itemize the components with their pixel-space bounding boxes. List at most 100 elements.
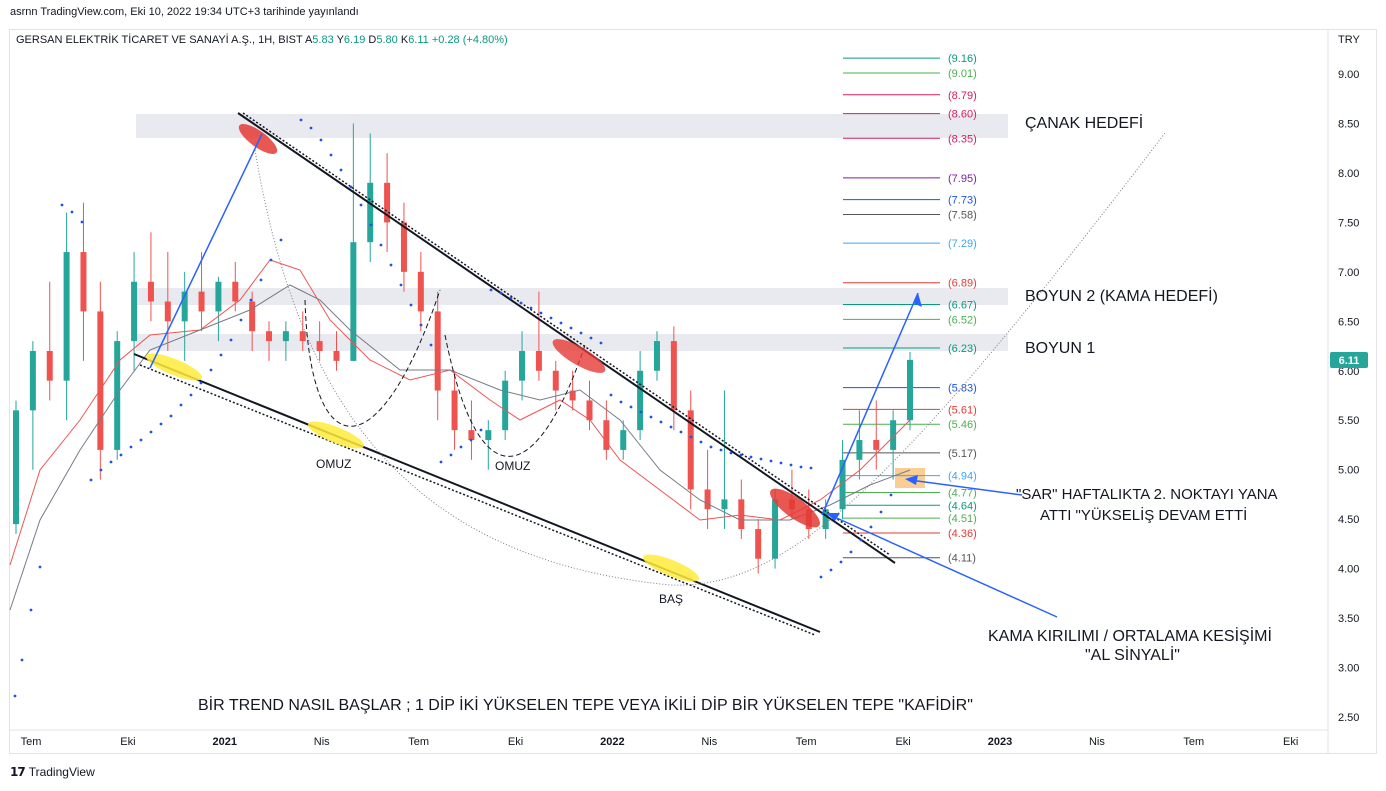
sar-dot xyxy=(469,438,473,442)
sar-dot xyxy=(399,283,403,287)
candle-body xyxy=(670,341,677,411)
ma-fast-line xyxy=(9,259,911,566)
sar-dot xyxy=(659,420,663,424)
candle-body xyxy=(164,301,171,322)
candle-body xyxy=(738,499,745,530)
kama-arrowhead xyxy=(826,513,840,521)
high-marker-2 xyxy=(552,339,606,373)
last-price-text: 6.11 xyxy=(1339,355,1360,367)
sar-dot xyxy=(789,463,793,467)
fib-level-label: (5.61) xyxy=(948,404,977,416)
fib-level-label: (6.23) xyxy=(948,343,977,355)
candle-body xyxy=(721,499,728,510)
sar-dot xyxy=(859,538,863,542)
sar-arrowhead xyxy=(905,475,918,485)
candle-body xyxy=(198,291,205,312)
breakout-marker xyxy=(770,488,820,528)
sar-dot xyxy=(359,203,363,207)
candle-body xyxy=(687,410,694,490)
price-tick-label: 2.50 xyxy=(1338,712,1359,724)
close-label: K xyxy=(400,34,409,46)
candle-body xyxy=(873,440,880,450)
sar-dot xyxy=(879,510,883,514)
candle-body xyxy=(350,242,357,361)
sar-dot xyxy=(279,238,283,242)
sar-dot xyxy=(889,493,893,497)
price-tick-label: 4.00 xyxy=(1338,564,1359,576)
sar-dot xyxy=(419,323,423,327)
low-marker-1 xyxy=(146,353,202,381)
candle-body xyxy=(46,350,53,381)
candle-body xyxy=(333,350,340,361)
sar-dot xyxy=(379,243,383,247)
sar-dot xyxy=(13,694,17,698)
sar-dot xyxy=(259,278,263,282)
low-marker-3 xyxy=(643,554,699,582)
low-value: 5.80 xyxy=(376,34,398,46)
canak-band xyxy=(136,114,1008,138)
tradingview-brand[interactable]: 𝟭𝟳 TradingView xyxy=(10,765,95,779)
candle-body xyxy=(907,359,913,421)
sar-dot xyxy=(189,393,193,397)
fib-level-label: (4.36) xyxy=(948,528,977,540)
sar-dot xyxy=(749,455,753,459)
sar-dot xyxy=(309,126,313,130)
price-tick-label: 5.50 xyxy=(1338,415,1359,427)
candle-body xyxy=(890,420,897,450)
kama-note-line1: KAMA KIRILIMI / ORTALAMA KESİŞİMİ xyxy=(988,626,1272,645)
time-tick-label: Tem xyxy=(1183,736,1204,748)
fib-level-label: (5.17) xyxy=(948,448,977,460)
bas-label: BAŞ xyxy=(659,592,683,606)
kama-arrow-line xyxy=(829,514,1058,618)
candle-body xyxy=(131,281,138,342)
fib-level-label: (7.73) xyxy=(948,195,977,207)
sar-dot xyxy=(429,343,433,347)
candle-body xyxy=(181,291,188,322)
sar-dot xyxy=(529,306,533,310)
sar-dot xyxy=(329,153,333,157)
candle-body xyxy=(232,281,239,302)
price-tick-label: 9.00 xyxy=(1338,69,1359,81)
sar-dot xyxy=(839,560,843,564)
sar-dot xyxy=(219,353,223,357)
sar-dot xyxy=(779,461,783,465)
boyun2-band xyxy=(136,288,1008,305)
fib-level-label: (4.11) xyxy=(948,553,976,565)
time-tick-label: Tem xyxy=(796,736,817,748)
time-tick-label: Eki xyxy=(120,736,135,748)
brand-name: TradingView xyxy=(28,765,95,779)
fib-level-label: (7.95) xyxy=(948,173,977,185)
sar-dot xyxy=(829,568,833,572)
canak-label: ÇANAK HEDEFİ xyxy=(1025,113,1143,132)
price-tick-label: 7.00 xyxy=(1338,267,1359,279)
candle-body xyxy=(97,311,104,450)
candle-body xyxy=(80,252,87,312)
sar-dot xyxy=(179,403,183,407)
currency-label[interactable]: TRY xyxy=(1338,34,1360,46)
fib-level-label: (4.77) xyxy=(948,487,977,499)
sar-dot xyxy=(439,460,443,464)
candle-body xyxy=(569,390,576,401)
candle-body xyxy=(249,301,256,332)
price-tick-label: 7.50 xyxy=(1338,217,1359,229)
candle-body xyxy=(417,271,424,312)
chart-frame[interactable] xyxy=(9,29,1377,754)
wedge-upper-dotted xyxy=(242,112,891,556)
symbol-legend[interactable]: GERSAN ELEKTRİK TİCARET VE SANAYİ A.Ş., … xyxy=(16,34,508,46)
sar-dot xyxy=(449,453,453,457)
sar-dot xyxy=(139,438,143,442)
close-value: 6.11 xyxy=(408,34,429,46)
sar-dot xyxy=(599,341,603,345)
sar-dot xyxy=(70,210,74,214)
fib-level-label: (6.89) xyxy=(948,278,977,290)
sar-arrow-line xyxy=(909,479,1023,496)
sar-dot xyxy=(509,296,513,300)
sar-dot xyxy=(129,445,133,449)
price-tick-label: 5.00 xyxy=(1338,465,1359,477)
fib-level-label: (7.58) xyxy=(948,209,977,221)
shoulder-arc-right xyxy=(444,334,586,457)
time-tick-label: Nis xyxy=(701,736,717,748)
sar-dot xyxy=(679,430,683,434)
sar-dot xyxy=(89,478,93,482)
